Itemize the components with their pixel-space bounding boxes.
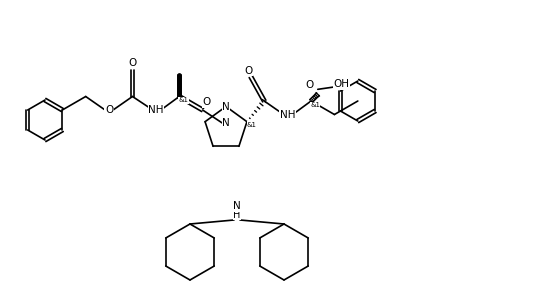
Text: N: N	[222, 118, 230, 129]
Text: &1: &1	[247, 122, 257, 128]
Text: H: H	[234, 210, 241, 220]
Text: NH: NH	[280, 109, 296, 120]
Text: O: O	[245, 66, 253, 76]
Text: O: O	[105, 105, 113, 115]
Text: N: N	[233, 201, 241, 211]
Text: O: O	[128, 58, 137, 68]
Text: O: O	[306, 80, 314, 90]
Text: N: N	[222, 102, 230, 111]
Text: O: O	[203, 97, 211, 107]
Text: NH: NH	[148, 105, 164, 115]
Text: OH: OH	[334, 79, 349, 89]
Text: &1: &1	[310, 102, 320, 108]
Text: &1: &1	[178, 97, 188, 104]
